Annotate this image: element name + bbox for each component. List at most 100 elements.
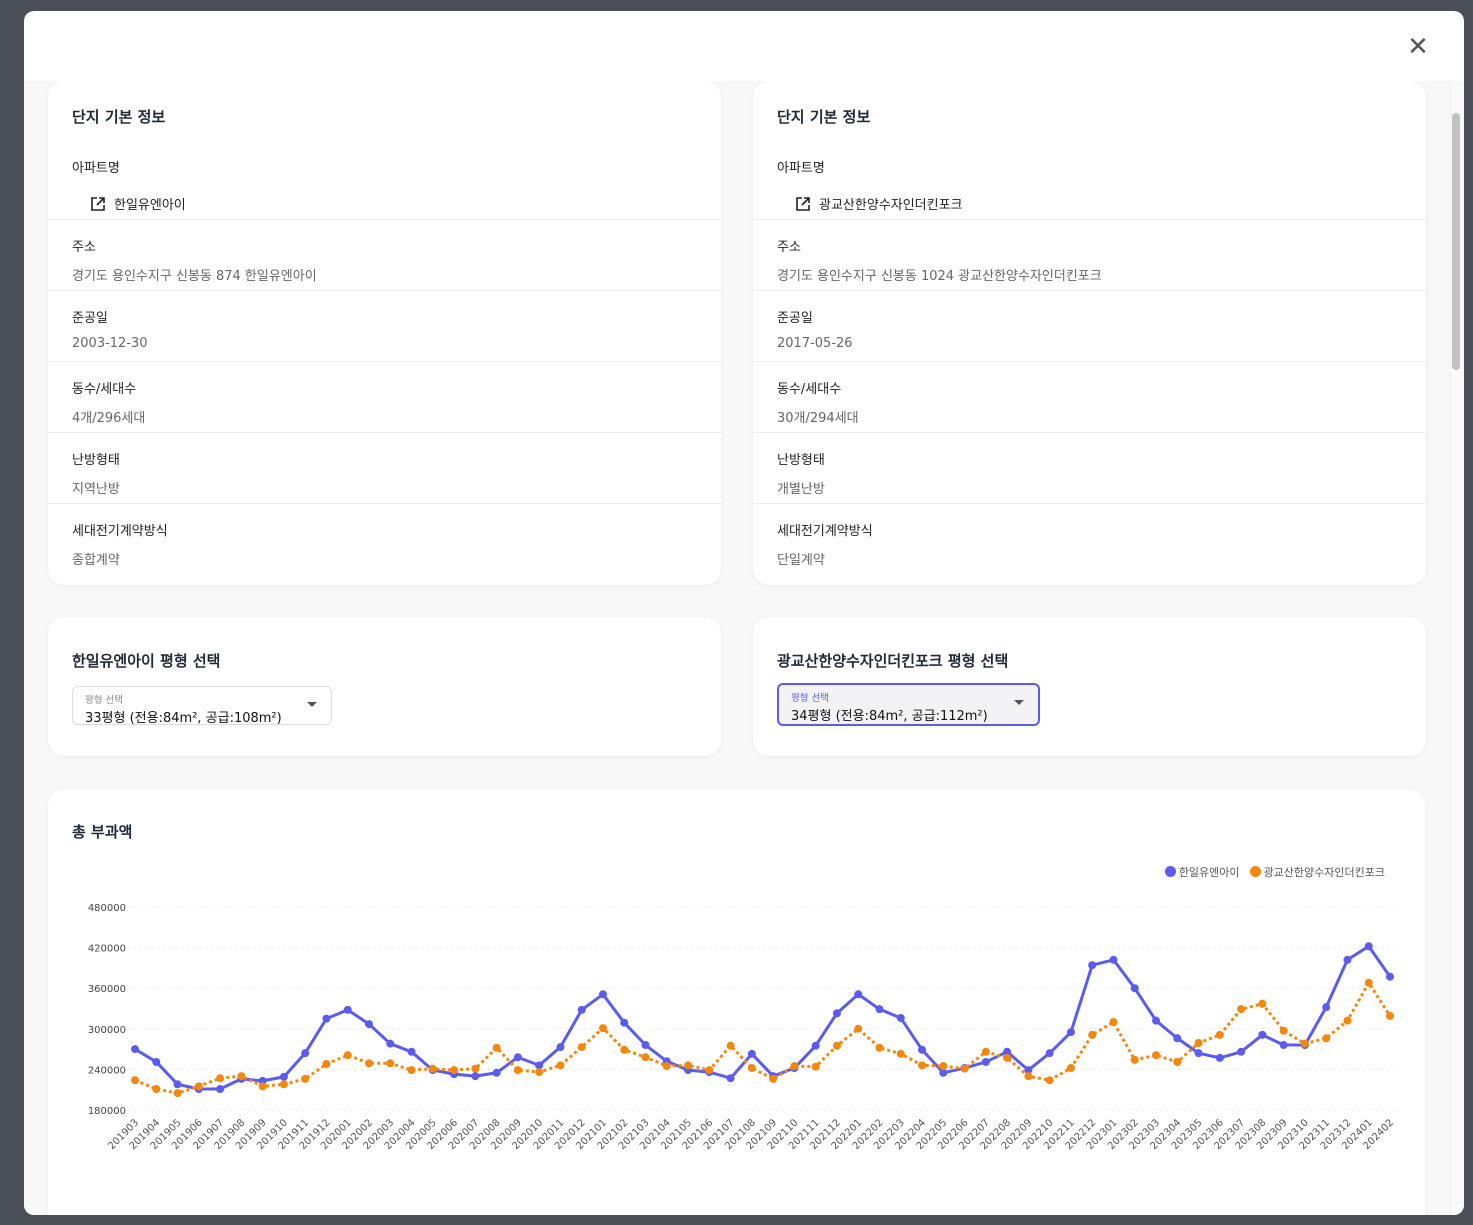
data-point bbox=[1386, 972, 1394, 981]
data-point bbox=[237, 1072, 246, 1081]
field-label: 동수/세대수 bbox=[72, 382, 137, 397]
field-value: 경기도 용인수지구 신봉동 1024 광교산한양수자인더킨포크 bbox=[777, 269, 1102, 284]
data-point bbox=[875, 1005, 884, 1014]
data-point bbox=[386, 1059, 395, 1068]
apartment-link[interactable]: 광교산한양수자인더킨포크 bbox=[795, 194, 1402, 213]
data-point bbox=[364, 1020, 373, 1029]
data-point bbox=[173, 1089, 182, 1098]
info-row: 준공일 2017-05-26 bbox=[753, 291, 1426, 362]
data-point bbox=[832, 1009, 841, 1018]
data-point bbox=[875, 1043, 884, 1052]
data-point bbox=[301, 1049, 310, 1058]
data-point bbox=[1322, 1003, 1331, 1012]
data-point bbox=[535, 1068, 544, 1077]
select-value: 33평형 (전용:84m², 공급:108m²) bbox=[85, 711, 282, 726]
data-point bbox=[1279, 1041, 1288, 1050]
scrollbar-thumb[interactable] bbox=[1452, 113, 1460, 370]
field-value: 개별난방 bbox=[777, 482, 825, 497]
data-point bbox=[598, 1024, 607, 1033]
chart-legend: 한일유엔아이 광교산한양수자인더킨포크 bbox=[1164, 864, 1385, 880]
data-point bbox=[386, 1039, 395, 1048]
data-point bbox=[896, 1049, 905, 1058]
data-point bbox=[279, 1072, 288, 1081]
data-point bbox=[1109, 1018, 1118, 1027]
apartment-name-row: 아파트명 광교산한양수자인더킨포크 bbox=[753, 141, 1426, 220]
data-point bbox=[216, 1085, 225, 1094]
close-icon[interactable]: ✕ bbox=[1407, 32, 1429, 62]
data-point bbox=[173, 1080, 182, 1089]
data-point bbox=[918, 1061, 927, 1070]
data-point bbox=[1066, 1028, 1075, 1037]
data-point bbox=[492, 1068, 501, 1077]
data-point bbox=[960, 1064, 969, 1073]
data-point bbox=[364, 1059, 373, 1068]
field-value: 경기도 용인수지구 신봉동 874 한일유엔아이 bbox=[72, 269, 317, 284]
data-point bbox=[747, 1064, 756, 1073]
right-info-card: 단지 기본 정보 아파트명 광교산한양수자인더킨포크 주소 경기도 용인수지구 … bbox=[753, 81, 1426, 585]
legend-item[interactable]: 한일유엔아이 bbox=[1164, 864, 1240, 880]
info-row: 동수/세대수 30개/294세대 bbox=[753, 362, 1426, 433]
data-point bbox=[1364, 978, 1373, 987]
field-label: 난방형태 bbox=[777, 453, 825, 468]
field-label: 동수/세대수 bbox=[777, 382, 842, 397]
data-point bbox=[1130, 1055, 1139, 1064]
legend-item[interactable]: 광교산한양수자인더킨포크 bbox=[1249, 864, 1385, 880]
data-point bbox=[705, 1066, 714, 1075]
line-chart: 1800002400003000003600004200004800002019… bbox=[88, 903, 1398, 1152]
chart-title: 총 부과액 bbox=[72, 823, 133, 841]
info-row: 동수/세대수 4개/296세대 bbox=[48, 362, 721, 433]
data-point bbox=[279, 1080, 288, 1089]
apartment-name-row: 아파트명 한일유엔아이 bbox=[48, 141, 721, 220]
dropdown-arrow-icon bbox=[1014, 700, 1024, 705]
field-value: 단일계약 bbox=[777, 553, 825, 568]
info-row: 주소 경기도 용인수지구 신봉동 1024 광교산한양수자인더킨포크 bbox=[753, 220, 1426, 291]
data-point bbox=[896, 1013, 905, 1022]
data-point bbox=[662, 1062, 671, 1071]
info-row: 난방형태 개별난방 bbox=[753, 433, 1426, 504]
data-point bbox=[577, 1005, 586, 1014]
data-point bbox=[620, 1045, 629, 1054]
y-tick-label: 240000 bbox=[88, 1065, 126, 1076]
external-link-icon bbox=[91, 196, 105, 211]
data-point bbox=[1258, 999, 1267, 1008]
legend-label: 한일유엔아이 bbox=[1178, 866, 1240, 879]
data-point bbox=[854, 990, 863, 999]
data-point bbox=[1343, 1016, 1352, 1025]
data-point bbox=[832, 1041, 841, 1050]
legend-label: 광교산한양수자인더킨포크 bbox=[1263, 866, 1385, 879]
data-point bbox=[428, 1064, 437, 1073]
data-point bbox=[1173, 1034, 1182, 1043]
data-point bbox=[641, 1041, 650, 1050]
field-label: 주소 bbox=[72, 240, 96, 255]
data-point bbox=[684, 1061, 693, 1070]
data-point bbox=[258, 1082, 267, 1091]
data-point bbox=[152, 1057, 161, 1066]
field-value: 2003-12-30 bbox=[72, 336, 148, 351]
data-point bbox=[854, 1024, 863, 1033]
data-point bbox=[1088, 1030, 1097, 1039]
data-point bbox=[726, 1041, 735, 1050]
size-select[interactable]: 평형 선택 34평형 (전용:84m², 공급:112m²) bbox=[777, 683, 1040, 726]
data-point bbox=[1024, 1066, 1033, 1075]
size-select[interactable]: 평형 선택 33평형 (전용:84m², 공급:108m²) bbox=[72, 686, 332, 726]
modal-content: 단지 기본 정보 아파트명 한일유엔아이 주소 경기도 용인수지구 신봉동 87… bbox=[24, 81, 1464, 1215]
data-point bbox=[556, 1043, 565, 1052]
data-point bbox=[620, 1018, 629, 1027]
data-point bbox=[1152, 1051, 1161, 1060]
select-label: 평형 선택 bbox=[85, 695, 123, 706]
data-point bbox=[1003, 1047, 1012, 1056]
apartment-link[interactable]: 한일유엔아이 bbox=[90, 194, 697, 213]
data-point bbox=[1003, 1053, 1012, 1062]
data-point bbox=[598, 990, 607, 999]
left-size-select-card: 한일유엔아이 평형 선택 평형 선택 33평형 (전용:84m², 공급:108… bbox=[48, 617, 721, 756]
data-point bbox=[939, 1068, 948, 1077]
data-point bbox=[1215, 1053, 1224, 1062]
data-point bbox=[1364, 942, 1373, 951]
data-point bbox=[769, 1074, 778, 1083]
data-point bbox=[577, 1043, 586, 1052]
field-label: 아파트명 bbox=[72, 161, 120, 176]
data-point bbox=[471, 1072, 480, 1081]
field-label: 준공일 bbox=[72, 311, 108, 326]
data-point bbox=[811, 1062, 820, 1071]
data-point bbox=[1194, 1049, 1203, 1058]
